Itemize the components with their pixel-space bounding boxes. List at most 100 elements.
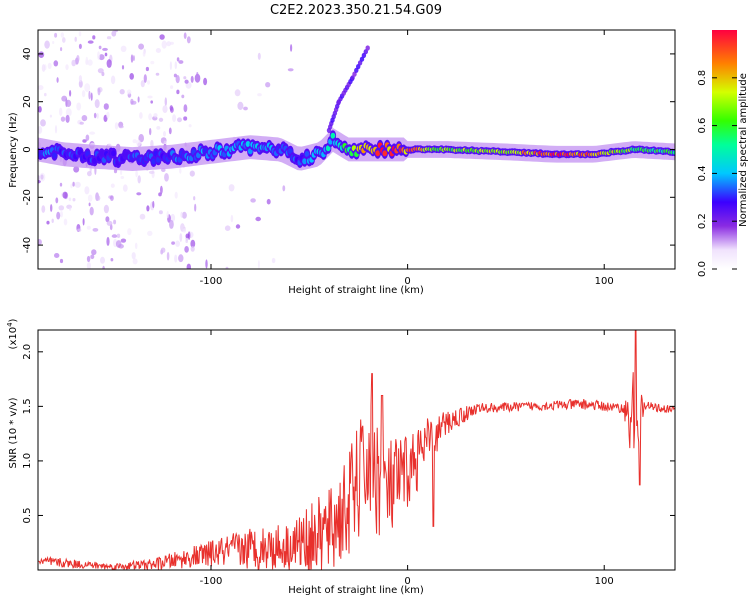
spectrogram-noise-speck bbox=[61, 95, 68, 102]
spectrogram-noise-speck bbox=[56, 77, 59, 83]
spectrogram-noise-speck bbox=[63, 218, 68, 226]
spectrogram-noise-speck bbox=[85, 134, 90, 141]
spectrogram-noise-speck bbox=[169, 61, 172, 70]
spectrogram-noise-speck bbox=[82, 139, 87, 143]
spectrogram-noise-speck bbox=[79, 121, 84, 125]
spectrogram-noise-speck bbox=[188, 124, 192, 128]
spectrogram-noise-speck bbox=[287, 68, 294, 72]
spectrogram-noise-speck bbox=[177, 117, 182, 123]
spectrogram-cell bbox=[330, 132, 336, 139]
spectrogram-noise-speck bbox=[54, 253, 60, 258]
spectrogram-noise-speck bbox=[174, 61, 177, 70]
spectrogram-drift-point bbox=[352, 71, 357, 77]
spectrogram-noise-speck bbox=[81, 115, 88, 122]
y-tick-label: 1.5 bbox=[22, 398, 33, 414]
spectrogram-noise-speck bbox=[103, 204, 109, 214]
y-tick-label: 20 bbox=[22, 95, 33, 108]
spectrogram-noise-speck bbox=[110, 195, 114, 201]
spectrogram-noise-speck bbox=[160, 247, 166, 253]
spectrogram-noise-speck bbox=[71, 59, 76, 67]
spectrogram-cell bbox=[111, 150, 116, 157]
spectrogram-noise-speck bbox=[46, 220, 50, 225]
spectrogram-noise-speck bbox=[106, 59, 112, 68]
spectrogram-noise-speck bbox=[196, 72, 199, 76]
spectrogram-noise-speck bbox=[60, 211, 63, 218]
spectrogram-noise-speck bbox=[38, 180, 41, 184]
spectrogram-noise-speck bbox=[257, 52, 261, 60]
spectrogram-noise-speck bbox=[174, 254, 178, 263]
spectrogram-noise-speck bbox=[161, 40, 167, 49]
spectrogram-noise-speck bbox=[132, 55, 135, 62]
x-tick-label: 100 bbox=[595, 576, 614, 587]
spectrogram-noise-speck bbox=[132, 139, 137, 144]
spectrogram-noise-speck bbox=[69, 207, 72, 211]
spectrogram-noise-speck bbox=[164, 173, 169, 182]
spectrogram-noise-speck bbox=[149, 128, 152, 136]
spectrogram-noise-speck bbox=[150, 100, 153, 104]
spectrogram-noise-speck bbox=[102, 265, 105, 269]
snr-frame bbox=[37, 329, 676, 571]
spectrogram-noise-speck bbox=[255, 216, 261, 222]
spectrogram-noise-speck bbox=[78, 43, 82, 50]
spectrogram-noise-speck bbox=[130, 54, 134, 63]
spectrogram-noise-speck bbox=[257, 93, 262, 97]
spectrogram-noise-speck bbox=[69, 90, 72, 97]
colorbar-tick-label: 0.0 bbox=[697, 261, 708, 277]
spectrogram-noise-speck bbox=[152, 200, 155, 209]
spectrogram-x-axis-label: Height of straight line (km) bbox=[288, 285, 424, 296]
spectrogram-cell bbox=[52, 152, 57, 159]
spectrogram-noise-speck bbox=[62, 191, 68, 199]
spectrogram-noise-speck bbox=[130, 98, 134, 105]
spectrogram-noise-speck bbox=[60, 32, 64, 38]
spectrogram-noise-speck bbox=[96, 113, 99, 119]
spectrogram-noise-speck bbox=[136, 139, 141, 147]
spectrogram-noise-speck bbox=[132, 258, 138, 265]
y-tick-label: 40 bbox=[22, 48, 33, 61]
y-tick-label: 0 bbox=[22, 146, 33, 152]
spectrogram-noise-speck bbox=[175, 75, 180, 84]
spectrogram-noise-speck bbox=[250, 198, 256, 203]
spectrogram-noise-speck bbox=[92, 35, 96, 40]
spectrogram-noise-speck bbox=[77, 228, 82, 232]
spectrogram-noise-speck bbox=[87, 40, 94, 44]
spectrogram-noise-speck bbox=[39, 172, 46, 182]
spectrogram-noise-speck bbox=[118, 244, 124, 249]
spectrogram-noise-speck bbox=[146, 205, 150, 212]
colorbar-tick-label: 0.4 bbox=[697, 165, 708, 181]
spectrogram-noise-speck bbox=[74, 181, 81, 188]
spectrogram-noise-speck bbox=[183, 76, 187, 80]
spectrogram-noise-speck bbox=[170, 85, 174, 89]
y-tick-label: -40 bbox=[22, 237, 33, 253]
spectrogram-noise-speck bbox=[190, 246, 195, 252]
y-tick-label: 0.5 bbox=[22, 508, 33, 524]
spectrogram-noise-speck bbox=[184, 246, 189, 253]
colorbar-tick-label: 0.8 bbox=[697, 70, 708, 86]
spectrogram-noise-speck bbox=[110, 258, 114, 262]
spectrogram-noise-speck bbox=[119, 89, 125, 95]
spectrogram-noise-speck bbox=[65, 108, 72, 117]
spectrogram-noise-speck bbox=[120, 238, 127, 243]
snr-panel: -100 0 100 0.5 1.0 1.5 2.0 Height of straight… bbox=[6, 318, 676, 596]
spectrogram-noise-speck bbox=[44, 40, 50, 49]
spectrogram-noise-speck bbox=[78, 75, 82, 83]
spectrogram-noise-speck bbox=[121, 65, 125, 70]
spectrogram-cell bbox=[302, 158, 307, 165]
spectrogram-noise-speck bbox=[97, 87, 101, 96]
colorbar: 0.0 0.2 0.4 0.6 0.8 Normalized spectral ampl… bbox=[697, 30, 749, 277]
snr-y-axis-label: SNR (10 * v/v) bbox=[8, 397, 19, 468]
spectrogram-noise-speck bbox=[100, 256, 105, 264]
y-tick-label: -20 bbox=[22, 189, 33, 205]
spectrogram-noise-speck bbox=[140, 80, 145, 88]
spectrogram-noise-speck bbox=[169, 219, 174, 229]
spectrogram-noise-speck bbox=[114, 122, 119, 130]
colorbar-tick-label: 0.2 bbox=[697, 213, 708, 229]
spectrogram-noise-speck bbox=[41, 205, 46, 213]
spectrogram-noise-speck bbox=[106, 36, 112, 40]
y-tick-label: 2.0 bbox=[22, 344, 33, 360]
spectrogram-noise-speck bbox=[158, 117, 164, 122]
spectrogram-y-ticks: -40 -20 0 20 40 bbox=[22, 48, 675, 253]
spectrogram-noise-speck bbox=[166, 41, 172, 47]
spectrogram-cell bbox=[382, 150, 388, 157]
spectrogram-noise-speck bbox=[93, 112, 97, 119]
